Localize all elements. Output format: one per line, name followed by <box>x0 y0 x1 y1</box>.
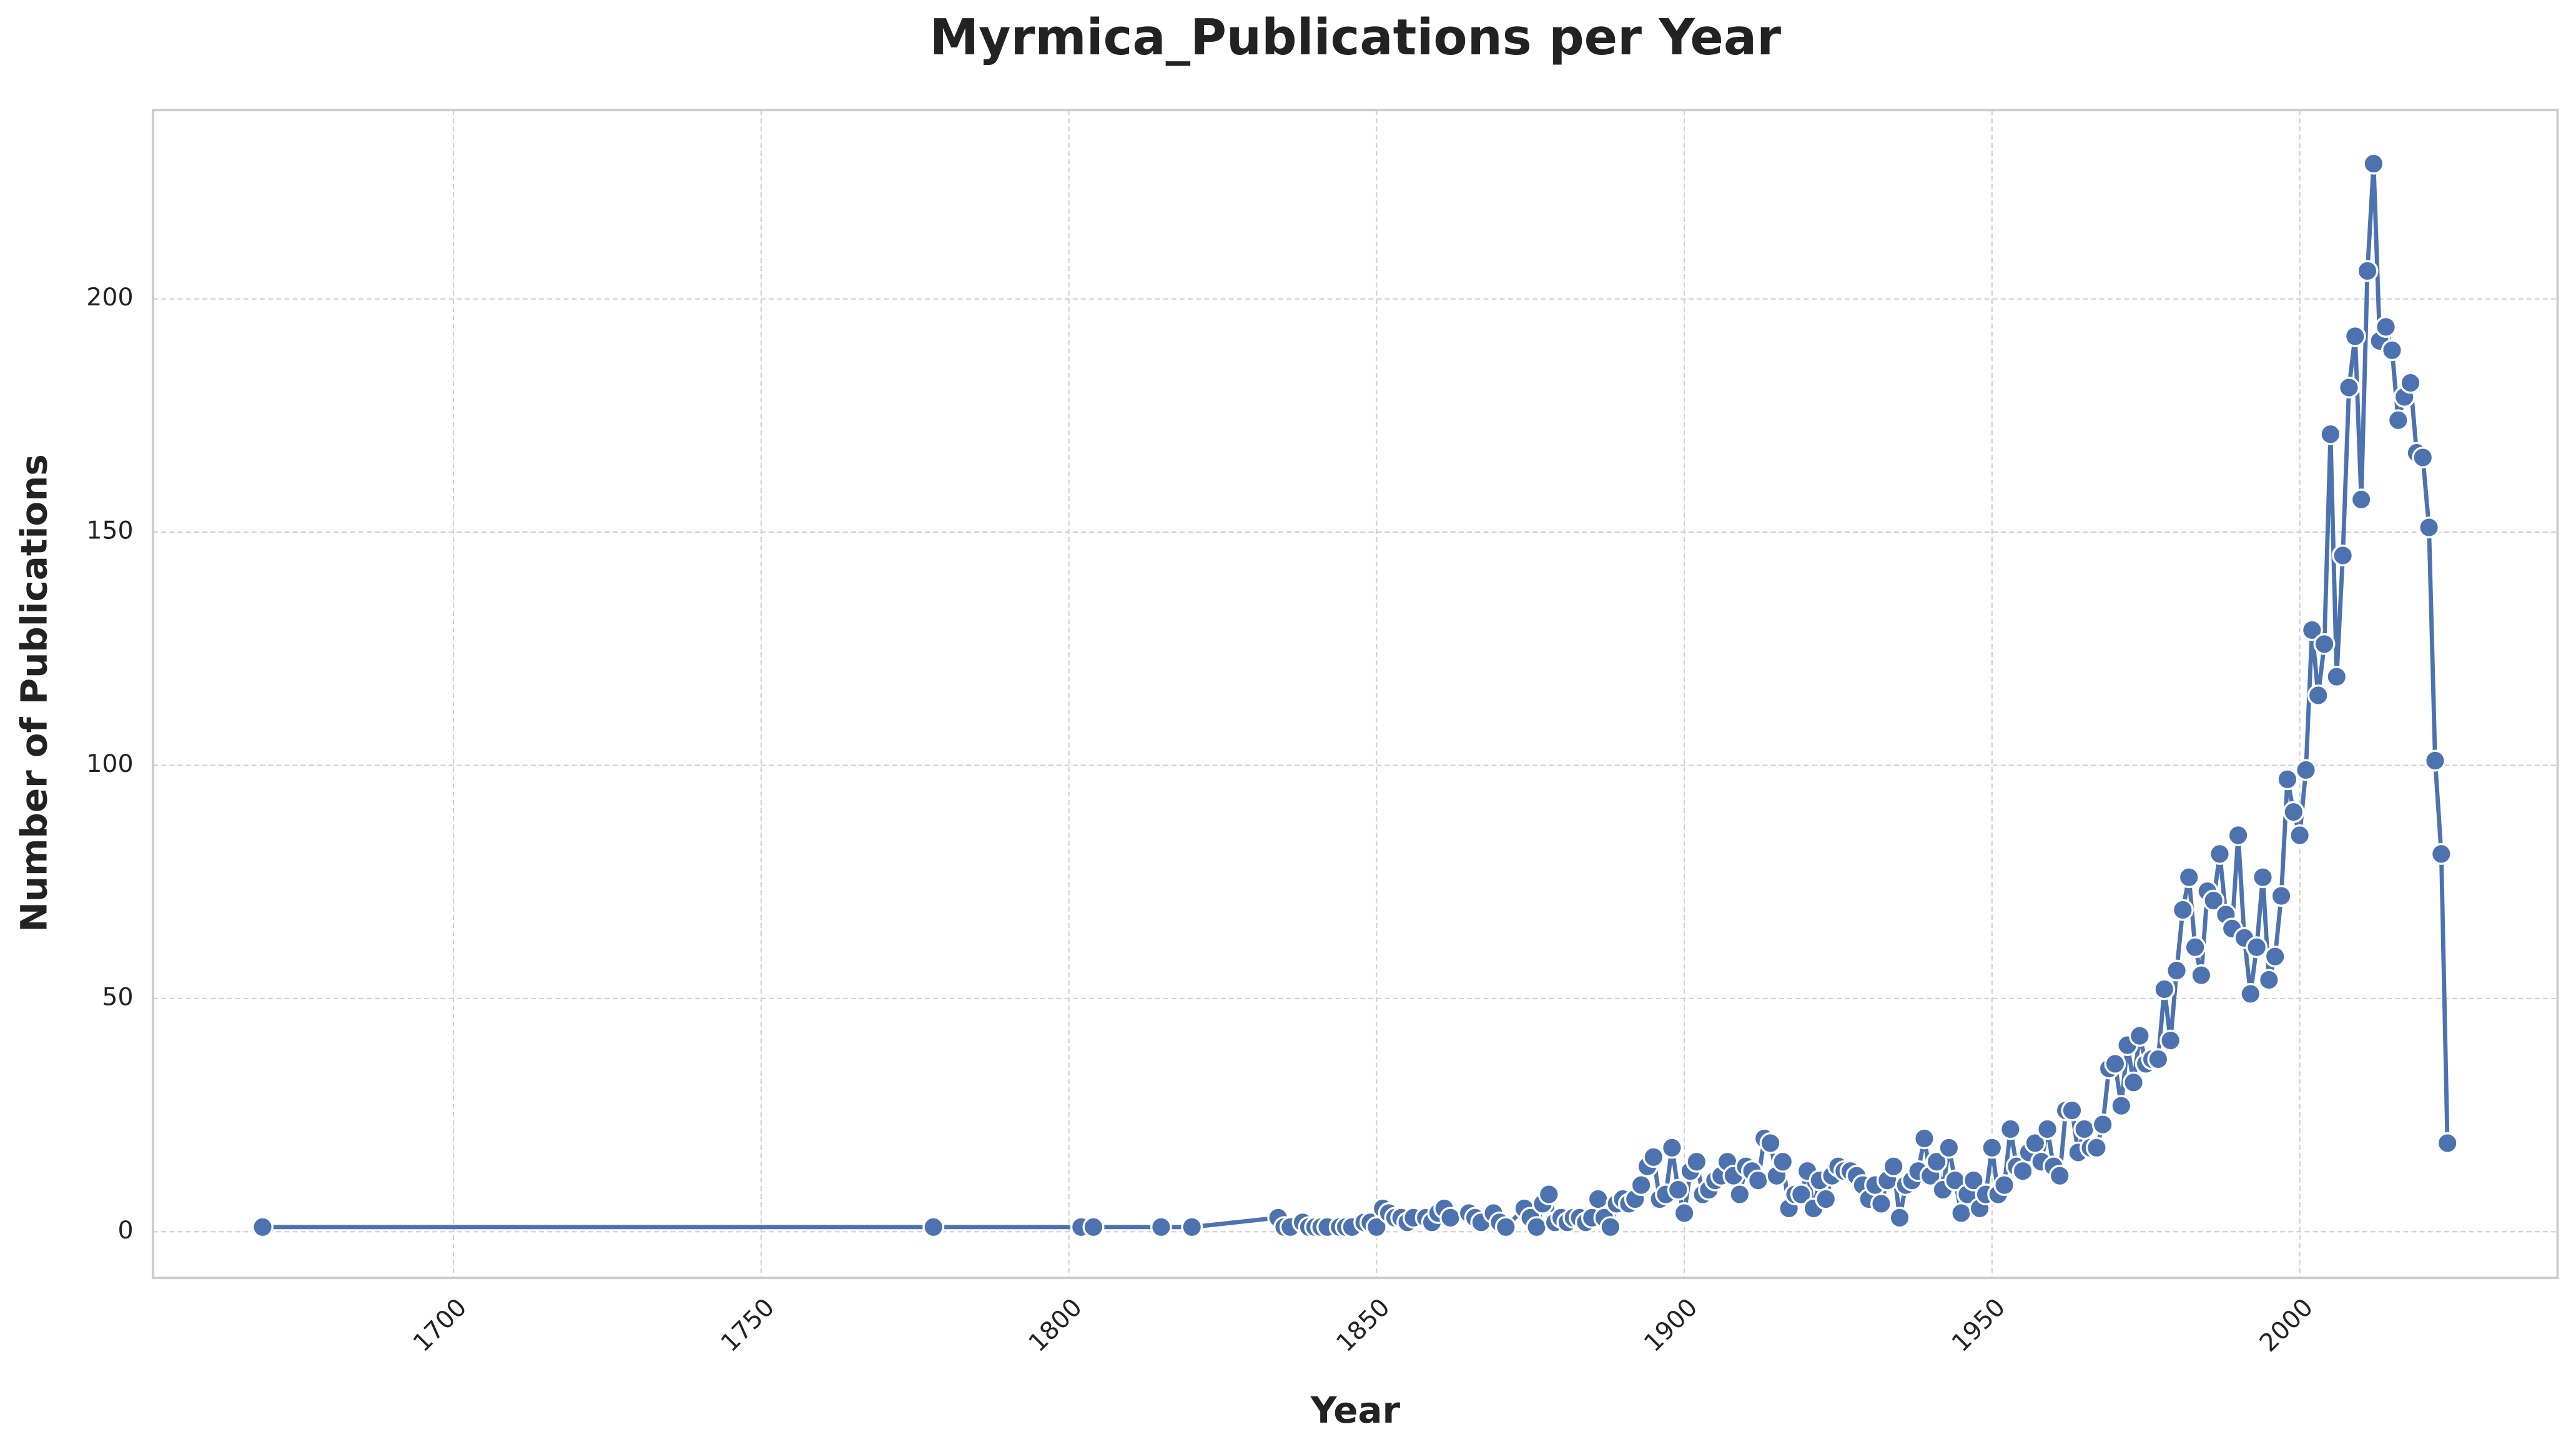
y-tick-label: 0 <box>117 1216 133 1245</box>
point <box>2159 1029 2182 1052</box>
point <box>1537 1183 1560 1206</box>
point <box>2350 488 2372 511</box>
point <box>2319 423 2342 445</box>
point <box>252 1216 274 1238</box>
point <box>1888 1207 1911 1229</box>
point <box>2252 866 2274 889</box>
point <box>1759 1132 1782 1154</box>
point <box>2313 633 2336 655</box>
point <box>1815 1188 1837 1210</box>
point <box>1790 1183 1812 1206</box>
point <box>2209 842 2231 865</box>
point <box>2289 824 2311 846</box>
point <box>2337 377 2360 399</box>
point <box>2227 824 2249 846</box>
point <box>2085 1137 2108 1159</box>
point <box>2166 959 2188 982</box>
point <box>2344 325 2366 347</box>
point <box>2412 447 2434 469</box>
point <box>2356 260 2379 282</box>
point <box>1913 1127 1935 1150</box>
point <box>2375 315 2397 338</box>
point <box>2301 619 2323 641</box>
point <box>2246 936 2268 959</box>
y-tick-label: 100 <box>86 749 133 778</box>
point <box>1494 1216 1517 1238</box>
point <box>2332 544 2354 566</box>
point <box>2362 152 2385 175</box>
point <box>1630 1174 1652 1197</box>
point <box>1999 1118 2021 1140</box>
point <box>2036 1118 2059 1140</box>
plot-area <box>252 152 2459 1238</box>
point <box>2061 1099 2083 1122</box>
point <box>1181 1216 1203 1238</box>
point <box>1685 1150 1708 1173</box>
point <box>2203 889 2225 912</box>
point <box>1599 1216 1622 1238</box>
point <box>2258 969 2280 991</box>
point <box>1667 1178 1689 1201</box>
point <box>2239 982 2262 1005</box>
point <box>2264 946 2286 968</box>
y-tick-label: 50 <box>102 982 133 1011</box>
point <box>2123 1071 2145 1094</box>
point <box>1661 1137 1683 1159</box>
point <box>2326 666 2348 688</box>
point <box>2184 936 2206 959</box>
point <box>1642 1146 1665 1168</box>
point <box>1150 1216 1172 1238</box>
point <box>2270 885 2292 907</box>
point <box>2171 899 2194 921</box>
point <box>2294 759 2317 781</box>
point <box>1962 1169 1985 1192</box>
point <box>2387 409 2409 432</box>
point <box>922 1216 945 1238</box>
point <box>2424 749 2446 772</box>
point <box>2073 1118 2096 1140</box>
point <box>1772 1150 1794 1173</box>
x-axis-label: Year <box>1310 1389 1401 1431</box>
y-tick-label: 200 <box>86 283 133 312</box>
point <box>2110 1095 2133 1117</box>
point <box>2418 516 2440 539</box>
point <box>1673 1202 1695 1224</box>
point <box>2436 1132 2459 1154</box>
point <box>2381 339 2403 362</box>
point <box>1729 1183 1751 1206</box>
point <box>1082 1216 1105 1238</box>
point <box>2048 1165 2071 1187</box>
point <box>2091 1114 2114 1136</box>
point <box>2147 1048 2169 1070</box>
point <box>1950 1202 1973 1224</box>
point <box>1526 1216 1548 1238</box>
point <box>2307 684 2329 706</box>
chart-title: Myrmica_Publications per Year <box>930 9 1782 66</box>
point <box>1882 1155 1905 1178</box>
point <box>2153 978 2176 1000</box>
point <box>1747 1169 1769 1192</box>
y-axis-label: Number of Publications <box>12 454 55 932</box>
point <box>2430 842 2452 865</box>
point <box>2178 866 2200 889</box>
point <box>1981 1137 2003 1159</box>
point <box>2011 1160 2034 1182</box>
point <box>1587 1188 1609 1210</box>
point <box>2399 372 2422 394</box>
point <box>2128 1025 2151 1047</box>
point <box>1938 1137 1960 1159</box>
point <box>1925 1150 1948 1173</box>
plot-frame <box>152 109 2559 1280</box>
point <box>2276 768 2299 791</box>
point <box>2282 801 2305 823</box>
point <box>2104 1052 2126 1075</box>
point <box>2190 964 2213 987</box>
point <box>1993 1174 2016 1197</box>
y-tick-label: 150 <box>86 516 133 545</box>
point <box>1870 1192 1892 1215</box>
point <box>1439 1207 1462 1229</box>
